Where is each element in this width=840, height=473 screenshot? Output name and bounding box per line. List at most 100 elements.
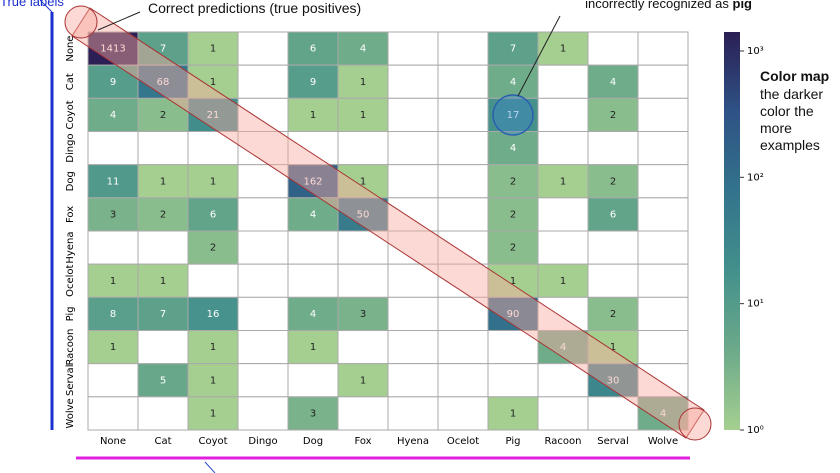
empty-cell <box>587 131 639 166</box>
col-axis-line <box>204 461 216 473</box>
annotation: pig <box>732 0 753 11</box>
cell <box>137 97 189 133</box>
cell <box>137 64 189 99</box>
cell-label: 1 <box>610 342 616 353</box>
cell-label: 1 <box>160 176 166 187</box>
empty-cell <box>237 363 289 398</box>
cell-label: 1 <box>560 176 566 187</box>
y-tick-label: Dog <box>65 171 76 191</box>
empty-cell <box>537 396 589 431</box>
cell-label: 1 <box>310 342 316 353</box>
cell-label: 1 <box>360 110 366 121</box>
cell-label: 4 <box>360 44 366 55</box>
colorbar-title: Color map <box>760 68 830 84</box>
empty-cell <box>137 131 189 166</box>
cell <box>587 330 639 365</box>
empty-cell <box>337 396 389 431</box>
cell-label: 1 <box>210 77 216 88</box>
cell-label: 1 <box>210 342 216 353</box>
cell <box>137 263 189 298</box>
empty-cell <box>437 64 489 99</box>
cell-label: 68 <box>157 77 170 88</box>
empty-cell <box>387 131 439 166</box>
cell-label: 1 <box>210 375 216 386</box>
empty-cell <box>87 396 139 431</box>
empty-cell <box>237 164 289 199</box>
empty-cell <box>437 363 489 398</box>
cell <box>187 164 239 199</box>
empty-cell <box>137 230 189 265</box>
y-tick-label: Pig <box>65 306 76 321</box>
cell-label: 2 <box>510 209 516 220</box>
cell-label: 7 <box>510 44 516 55</box>
cell-label: 162 <box>303 176 322 187</box>
empty-cell <box>237 230 289 265</box>
cell <box>587 197 639 232</box>
cell-label: 90 <box>507 309 520 320</box>
cell-label: 7 <box>160 309 166 320</box>
empty-cell <box>637 164 689 199</box>
empty-cell <box>587 263 639 298</box>
cell <box>137 296 189 332</box>
y-tick-label: Coyot <box>65 100 76 129</box>
cell <box>287 164 339 199</box>
cell-label: 2 <box>160 209 166 220</box>
x-tick-label: Hyena <box>397 436 429 447</box>
cell <box>187 296 239 332</box>
empty-cell <box>537 97 589 133</box>
cell-label: 50 <box>357 209 370 220</box>
x-tick-label: Cat <box>154 436 171 447</box>
empty-cell <box>487 363 539 398</box>
colorbar-tick-label: 10⁰ <box>747 425 764 436</box>
empty-cell <box>537 230 589 265</box>
cell-label: 2 <box>510 176 516 187</box>
annotation: Correct predictions (true positives) <box>148 0 362 16</box>
empty-cell <box>387 197 439 232</box>
pointer-line <box>517 15 561 97</box>
empty-cell <box>587 31 639 66</box>
y-tick-label: None <box>65 36 76 62</box>
empty-cell <box>87 131 139 166</box>
cell <box>487 396 539 431</box>
empty-cell <box>237 296 289 332</box>
empty-cell <box>637 97 689 133</box>
empty-cell <box>337 330 389 365</box>
cell-label: 4 <box>660 408 666 419</box>
cell-label: 6 <box>210 209 216 220</box>
cell-label: 1 <box>360 375 366 386</box>
cell-label: 4 <box>110 110 116 121</box>
cell <box>187 197 239 232</box>
cell-label: 7 <box>160 44 166 55</box>
empty-cell <box>637 197 689 232</box>
highlight-circle <box>492 94 534 136</box>
empty-cell <box>437 97 489 133</box>
cell <box>337 197 389 232</box>
cell <box>287 396 339 431</box>
cell-label: 4 <box>510 143 516 154</box>
cell-label: 2 <box>210 243 216 254</box>
x-tick-label: None <box>100 436 126 447</box>
cell <box>637 396 689 431</box>
cell-label: 4 <box>310 209 316 220</box>
cell <box>487 164 539 199</box>
cell-label: 6 <box>310 44 316 55</box>
cell <box>587 296 639 332</box>
empty-cell <box>437 330 489 365</box>
cell-label: 3 <box>110 209 116 220</box>
cell-label: 1 <box>510 276 516 287</box>
empty-cell <box>387 64 439 99</box>
cell <box>337 64 389 99</box>
cell <box>587 97 639 133</box>
empty-cell <box>437 396 489 431</box>
cell <box>87 330 139 365</box>
empty-cell <box>637 330 689 365</box>
empty-cell <box>387 396 439 431</box>
cell <box>87 164 139 199</box>
cell <box>587 64 639 99</box>
x-tick-label: Wolve <box>648 436 678 447</box>
cell <box>187 330 239 365</box>
y-tick-label: Fox <box>65 206 76 223</box>
cell-label: 1 <box>360 77 366 88</box>
cell <box>337 164 389 199</box>
row-axis-label: True labels <box>0 0 64 9</box>
